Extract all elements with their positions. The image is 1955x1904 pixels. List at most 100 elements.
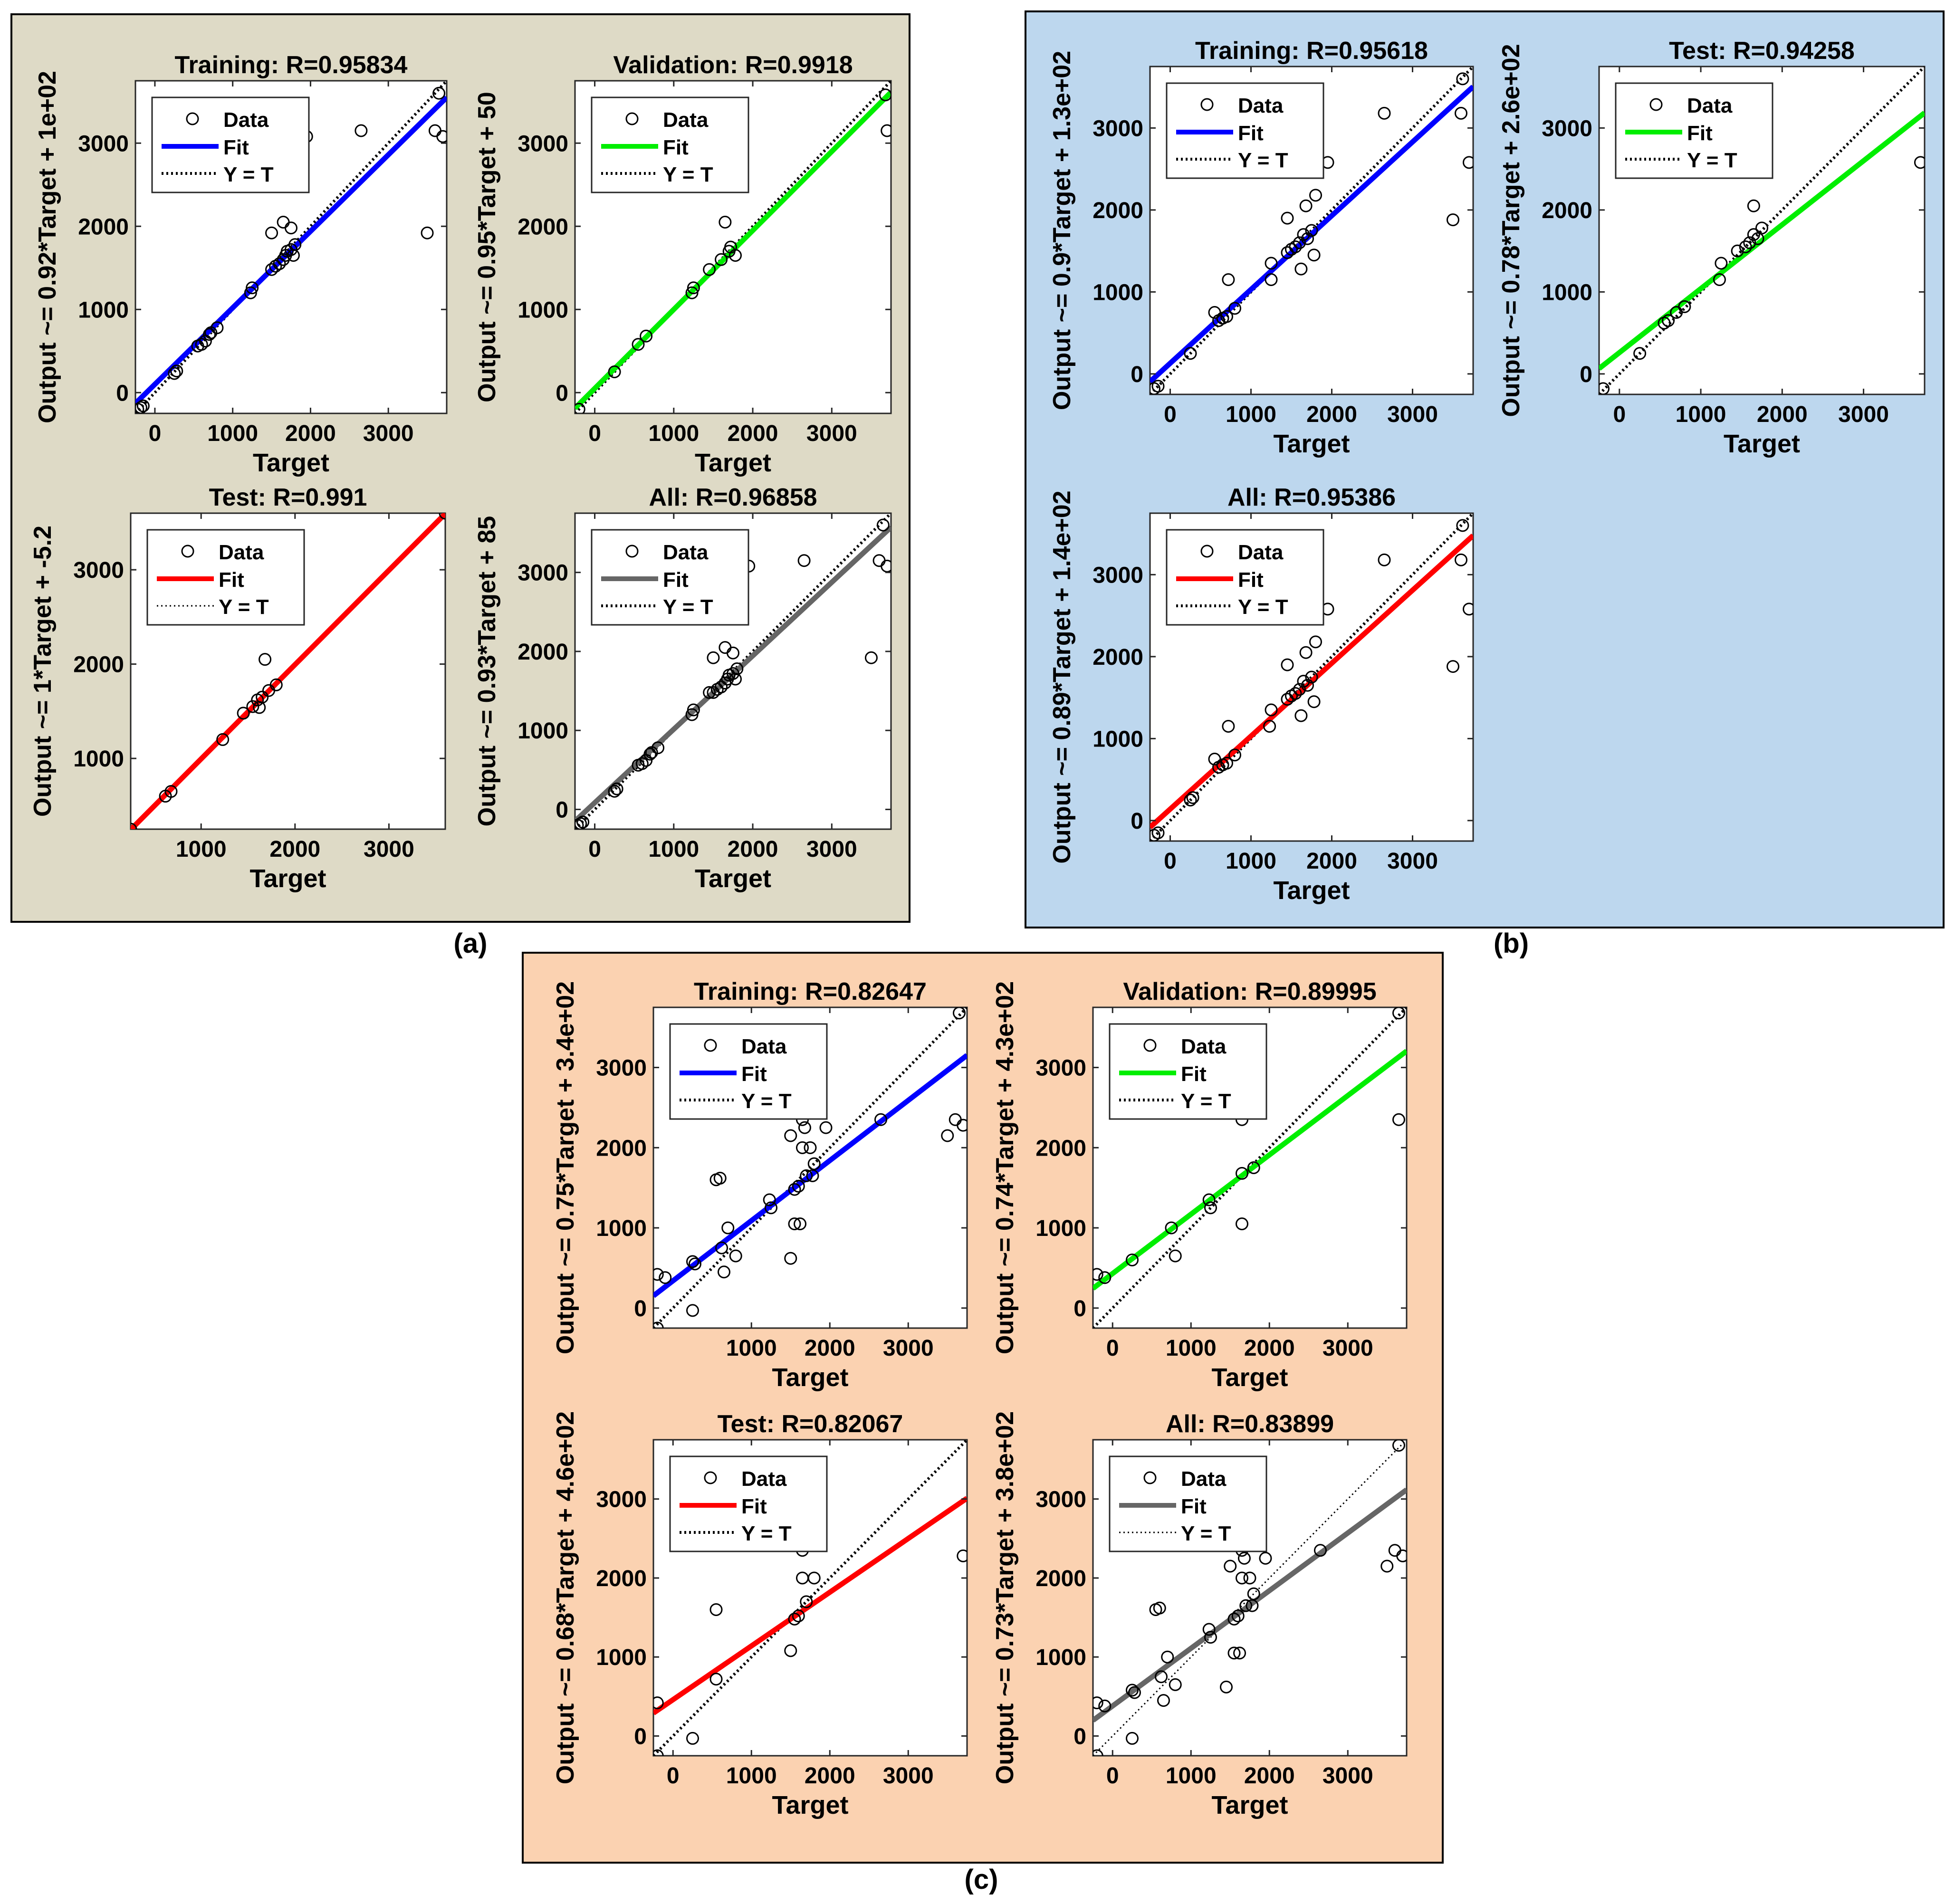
data-point [1184,347,1197,360]
data-point [608,785,621,798]
legend-data-label: Data [741,1467,787,1491]
legend-data-marker [1200,98,1214,111]
data-point [715,680,728,694]
data-point [715,1241,728,1254]
y-axis-label: Output ~= 0.75*Target + 3.4e+02 [552,981,579,1354]
plot-c-8: 0 1000 2000 3000 0 1000 2000 3000 Data Fit Y = T Va… [991,978,1408,1392]
y-tick-label: 1000 [518,297,568,323]
x-axis-label: Target [695,864,771,893]
data-point [1294,709,1308,722]
plot-title: Validation: R=0.9918 [613,51,853,79]
x-tick-label: 1000 [1226,402,1276,427]
group-label-b: (b) [1494,928,1529,959]
data-point [686,1304,699,1317]
data-point [170,364,183,378]
legend-data-marker [704,1039,717,1052]
plot-title: Test: R=0.991 [209,484,367,511]
data-point [1447,660,1459,673]
data-point [1599,382,1610,394]
legend-identity-label: Y = T [1181,1522,1231,1545]
data-point [659,1271,672,1284]
y-axis-label: Output ~= 0.73*Target + 3.8e+02 [991,1411,1019,1784]
plot-title: Test: R=0.82067 [718,1410,903,1438]
data-point [1456,519,1469,532]
y-tick-label: 3000 [1035,1056,1086,1081]
identity-line [1150,513,1473,841]
plot-title: Training: R=0.82647 [694,978,927,1005]
data-point [800,1595,813,1608]
data-point [1161,1650,1174,1664]
x-tick-label: 0 [1106,1336,1119,1361]
data-point [727,646,739,660]
data-point [1265,703,1278,717]
x-axis-label: Target [249,864,326,893]
data-point [1231,1609,1245,1623]
data-point [763,1193,776,1206]
data-point [729,1249,742,1263]
data-point [195,338,208,351]
data-point [237,707,250,720]
data-point [246,700,259,713]
y-axis-label: Output ~= 0.93*Target + 85 [473,516,501,827]
y-tick-label: 1000 [1035,1645,1086,1670]
y-tick-label: 0 [1131,362,1143,387]
data-point [653,1696,664,1710]
legend-fit-label: Fit [1181,1495,1207,1518]
data-point [164,785,178,798]
data-point [653,1268,664,1281]
data-point [1243,1571,1256,1585]
y-tick-label: 1000 [78,297,129,323]
y-tick-label: 1000 [73,746,124,772]
legend-identity-label: Y = T [219,595,269,619]
x-tick-label: 1000 [176,837,227,862]
data-point [1126,1253,1139,1267]
data-point [1222,273,1235,286]
data-point [1247,1161,1260,1174]
x-tick-label: 2000 [285,421,336,446]
data-point [796,1141,809,1154]
x-tick-label: 2000 [805,1763,855,1789]
y-tick-label: 3000 [1092,116,1143,141]
y-axis-label: Output ~= 0.78*Target + 2.6e+02 [1497,44,1525,417]
plots-layer: 0 1000 2000 3000 0 1000 2000 3000 Data Fit Y = T Tr… [29,37,1926,1819]
data-point [259,653,272,666]
data-point [1155,1670,1168,1684]
data-point [1236,1217,1248,1231]
data-point [807,1571,821,1585]
data-point [1233,1646,1246,1660]
data-point [864,651,878,664]
data-point [1747,199,1760,212]
data-point [1228,302,1241,315]
legend-data-marker [181,545,194,558]
plot-title: All: R=0.95386 [1227,484,1396,511]
x-tick-label: 1000 [726,1763,777,1789]
data-point [1455,106,1467,120]
data-point [1263,720,1276,733]
plot-inner [1599,67,1925,394]
y-tick-label: 0 [634,1724,647,1749]
data-point [703,686,716,699]
plot-title: Training: R=0.95618 [1195,37,1428,65]
data-point [1914,156,1925,169]
x-tick-label: 2000 [728,421,778,446]
data-point [1743,236,1756,249]
legend-identity-label: Y = T [663,595,713,619]
x-tick-label: 2000 [1306,402,1357,427]
data-point [1093,1749,1103,1756]
y-tick-label: 3000 [1542,116,1592,141]
data-point [1633,347,1647,360]
data-point [1662,314,1675,327]
data-point [687,281,700,295]
data-point [1239,1599,1253,1612]
data-point [643,747,657,761]
data-point [1220,310,1233,323]
data-point [728,249,742,262]
plot-title: Test: R=0.94258 [1669,37,1855,65]
plot-c-7: 1000 2000 3000 0 1000 2000 3000 Data Fit Y = T Tra… [552,978,968,1392]
y-tick-label: 2000 [1092,645,1143,670]
data-point [957,1549,967,1562]
data-point [575,402,585,413]
y-tick-label: 3000 [596,1056,647,1081]
plot-c-9: 0 1000 2000 3000 0 1000 2000 3000 Data Fit Y = T Te… [552,1410,968,1819]
